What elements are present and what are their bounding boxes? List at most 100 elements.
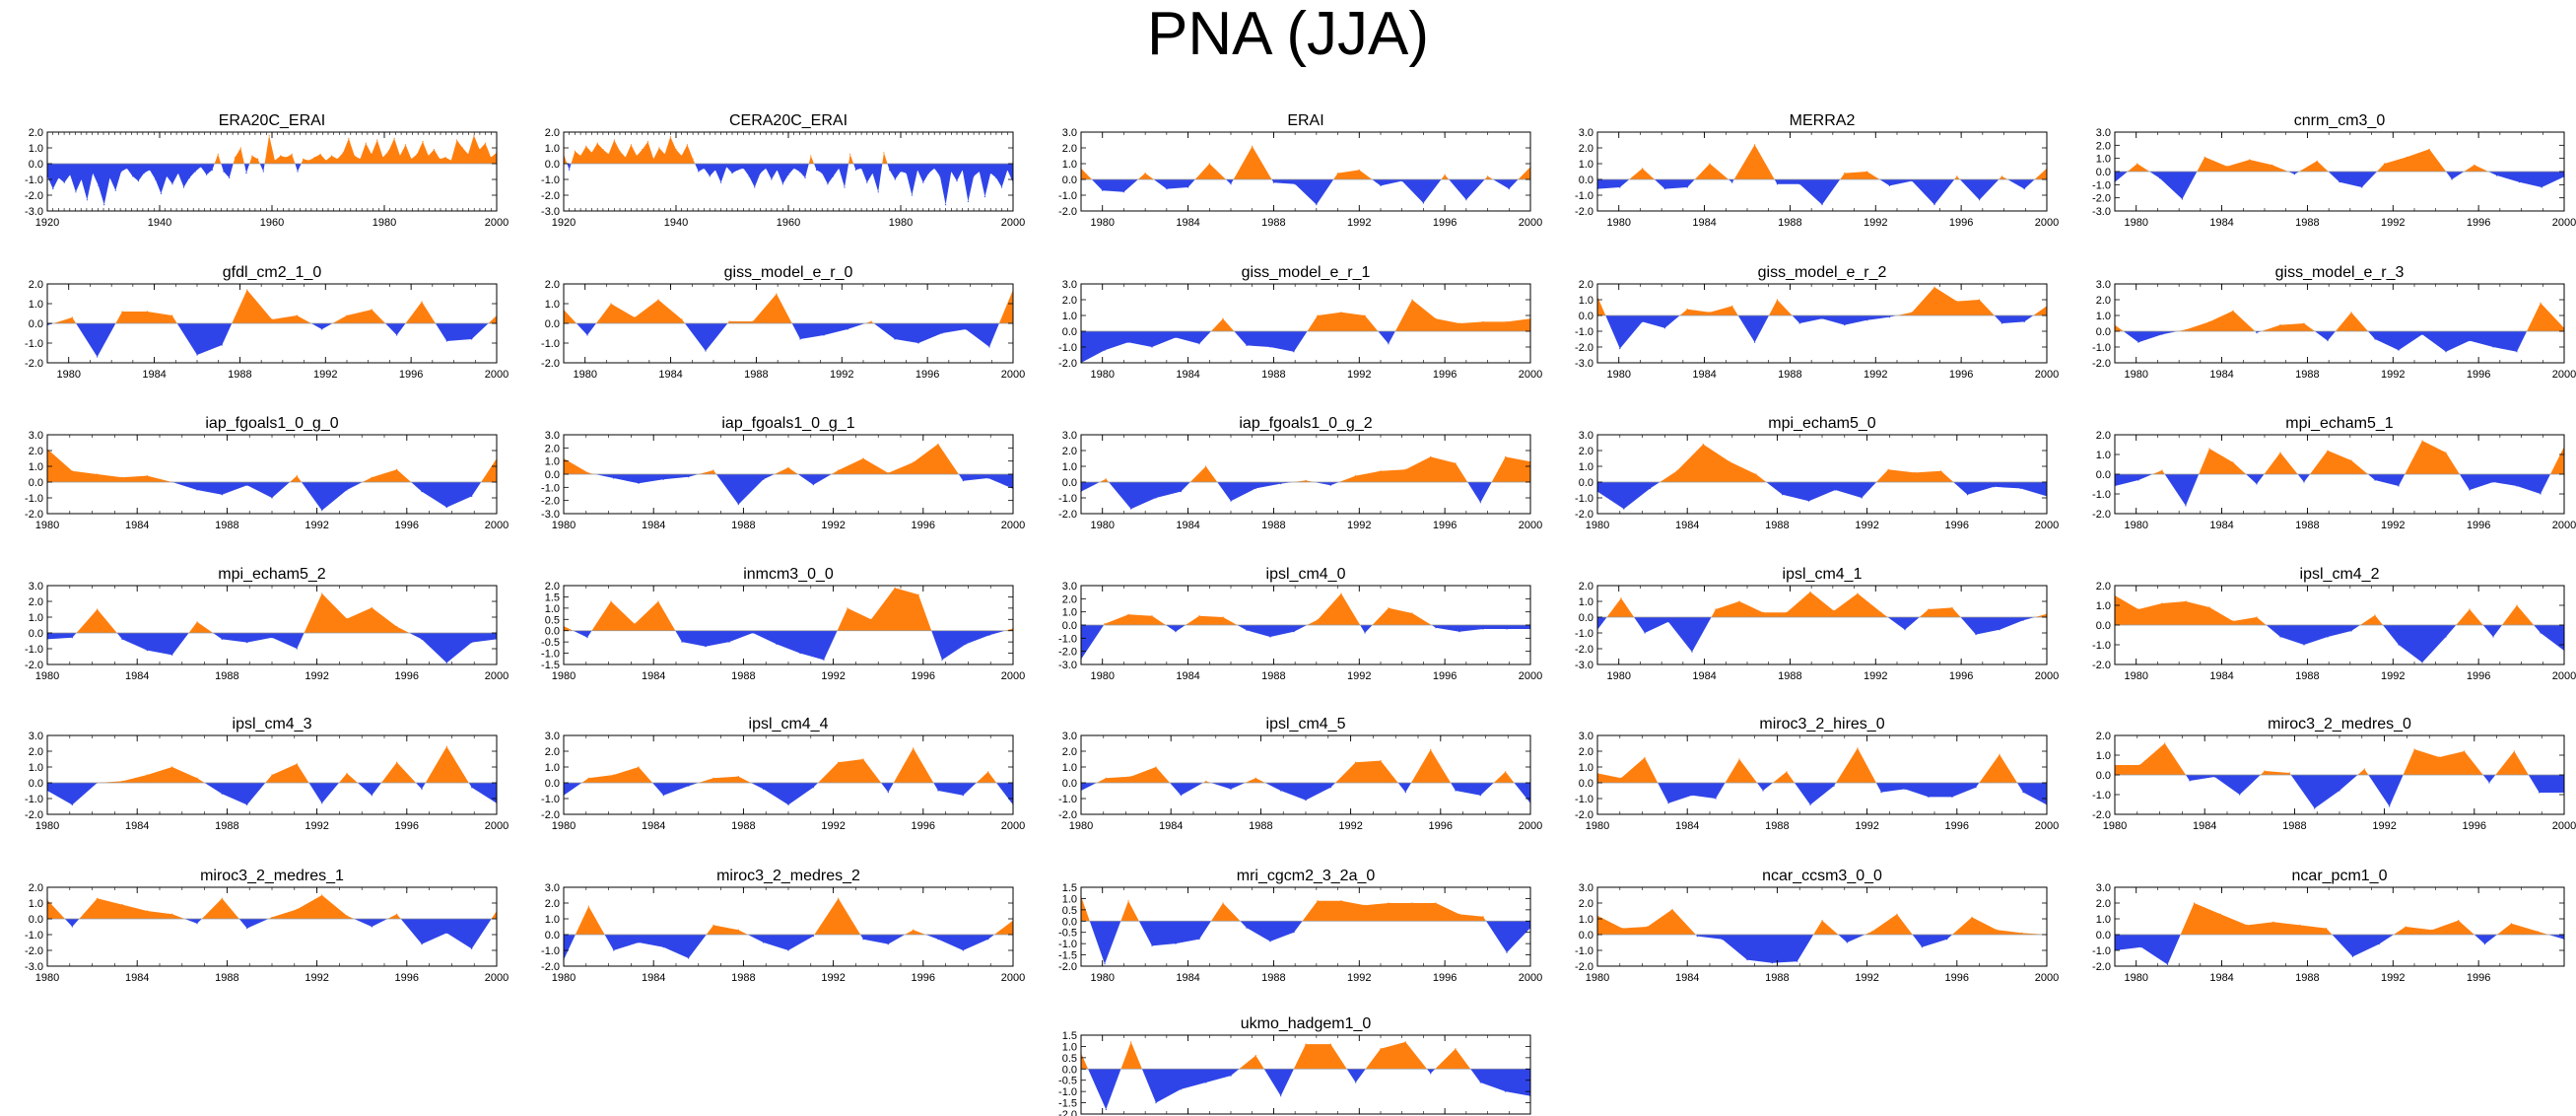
y-tick-label: -3.0 [1058, 660, 1077, 671]
y-tick-label: 2.0 [1579, 279, 1593, 291]
data-point [752, 632, 754, 634]
data-point [346, 489, 348, 491]
positive-anomaly-area [1813, 920, 1839, 935]
data-point [657, 299, 659, 301]
negative-anomaly-area [47, 323, 54, 325]
data-point [422, 141, 424, 143]
data-point [2167, 963, 2169, 966]
x-tick-label: 1992 [1855, 520, 1878, 531]
data-point [634, 623, 636, 625]
positive-anomaly-area [2033, 306, 2047, 315]
y-tick-label: 0.0 [2096, 620, 2111, 632]
x-tick-label: 1996 [395, 820, 419, 832]
data-point [2326, 928, 2328, 930]
negative-anomaly-area [594, 474, 699, 484]
y-tick-label: 3.0 [29, 581, 43, 593]
y-tick-label: -2.0 [1058, 206, 1077, 218]
x-tick-label: 1996 [2467, 670, 2490, 682]
data-point [155, 178, 157, 180]
data-point [1455, 1048, 1457, 1050]
panel-title: iap_fgoals1_0_g_0 [205, 415, 338, 432]
data-point [927, 173, 930, 174]
negative-anomaly-area [791, 323, 865, 339]
data-point [1887, 468, 1889, 470]
x-tick-label: 1992 [2381, 670, 2405, 682]
data-point [1001, 186, 1003, 188]
positive-anomaly-area [1597, 909, 1696, 935]
data-point [900, 171, 902, 173]
data-point [1198, 343, 1200, 345]
panel-title: ukmo_hadgem1_0 [1241, 1015, 1372, 1032]
data-point [2299, 924, 2301, 927]
panel-title: giss_model_e_r_3 [2275, 264, 2405, 281]
negative-anomaly-area [2115, 935, 2181, 965]
positive-anomaly-area [76, 609, 117, 633]
y-tick-label: 0.5 [545, 614, 560, 626]
data-point [371, 606, 373, 609]
x-tick-label: 1992 [2381, 369, 2405, 381]
x-tick-label: 1992 [2381, 972, 2405, 984]
data-point [613, 477, 615, 479]
data-point [1506, 628, 1508, 630]
y-tick-label: 1.0 [545, 762, 560, 774]
panel-title: mpi_echam5_2 [218, 566, 326, 583]
positive-anomaly-area [2310, 451, 2368, 474]
y-tick-label: -1.0 [2092, 489, 2111, 501]
positive-anomaly-area [808, 156, 814, 164]
negative-anomaly-area [814, 164, 849, 187]
data-point [188, 176, 190, 178]
negative-anomaly-area [2332, 935, 2394, 957]
data-point [638, 766, 640, 768]
data-point [1861, 497, 1863, 499]
panel-title: iap_fgoals1_0_g_1 [721, 415, 854, 432]
data-point [1921, 946, 1923, 948]
x-tick-label: 1996 [1945, 972, 1969, 984]
data-point [1151, 944, 1153, 947]
data-point [303, 158, 305, 160]
data-point [1444, 174, 1446, 175]
x-tick-label: 2000 [2552, 820, 2576, 832]
data-point [2540, 302, 2542, 304]
data-point [1305, 800, 1307, 802]
negative-anomaly-area [1449, 179, 1485, 200]
data-point [712, 469, 714, 471]
data-point [421, 491, 423, 493]
data-point [2000, 322, 2002, 324]
data-point [787, 803, 789, 806]
negative-anomaly-area [354, 919, 388, 927]
y-tick-label: 2.0 [29, 127, 43, 139]
positive-anomaly-area [831, 444, 959, 474]
data-point [1762, 790, 1764, 792]
data-point [737, 929, 739, 931]
data-point [2374, 614, 2376, 616]
positive-anomaly-area [1302, 900, 1486, 922]
panel-title: ipsl_cm4_5 [1266, 716, 1346, 732]
data-point [838, 469, 840, 471]
data-point [1130, 508, 1132, 510]
x-tick-label: 1992 [2381, 217, 2405, 229]
data-point [1771, 962, 1773, 964]
data-point [1866, 319, 1868, 321]
data-point [71, 926, 73, 928]
negative-anomaly-area [2368, 775, 2404, 806]
data-point [331, 155, 333, 157]
negative-anomaly-area [171, 482, 291, 498]
negative-anomaly-area [1237, 625, 1308, 637]
data-point [246, 289, 248, 291]
negative-anomaly-area [925, 935, 994, 950]
data-point [1667, 802, 1669, 804]
positive-anomaly-area [571, 136, 696, 164]
data-point [812, 787, 814, 789]
data-point [166, 175, 168, 177]
panel-MERRA2: MERRA2 -2.0 -1.0 0.0 1.0 2.0 3.0 1980 1984 1988 19… [1575, 112, 2059, 229]
data-point [889, 169, 891, 171]
data-point [251, 155, 253, 157]
positive-anomaly-area [1245, 778, 1265, 783]
y-tick-label: 3.0 [1062, 430, 1077, 442]
data-point [149, 169, 151, 171]
data-point [471, 642, 473, 644]
data-point [1993, 486, 1995, 488]
positive-anomaly-area [1954, 175, 1960, 179]
negative-anomaly-area [1226, 179, 1234, 184]
